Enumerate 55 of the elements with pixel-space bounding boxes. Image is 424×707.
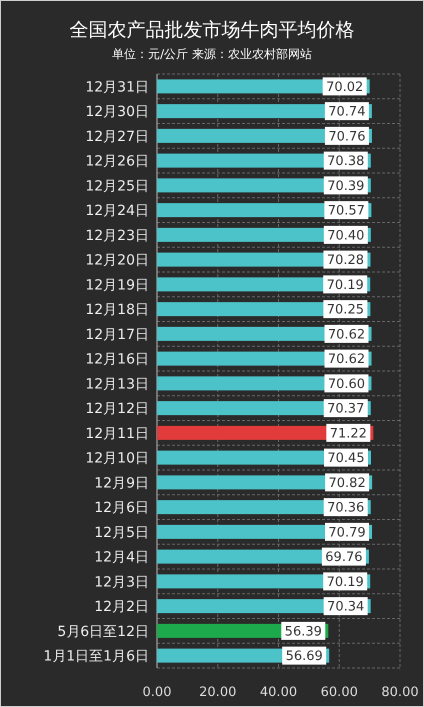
y-tick-label: 12月25日 [85,178,149,194]
chart-subtitle: 单位：元/公斤 来源：农业农村部网站 [112,47,312,61]
data-label: 56.39 [284,624,322,640]
x-tick-label: 80.00 [381,685,419,700]
x-tick-label: 0.00 [142,685,172,700]
y-tick-label: 12月3日 [94,574,149,590]
y-tick-label: 12月4日 [94,550,149,566]
y-tick-label: 12月24日 [85,203,149,220]
y-tick-label: 12月6日 [94,500,149,516]
y-tick-label: 12月13日 [85,376,149,392]
y-tick-label: 1月1日至1月6日 [43,648,149,665]
data-label: 70.34 [327,600,364,615]
data-label: 70.19 [326,278,364,293]
data-label: 70.28 [326,253,364,268]
data-label: 71.22 [330,426,367,442]
y-tick-label: 12月23日 [85,228,149,244]
data-label: 70.36 [327,500,364,516]
data-label: 70.39 [327,178,364,194]
y-tick-label: 12月30日 [85,104,149,120]
data-label: 70.82 [328,476,366,491]
y-tick-label: 12月20日 [85,252,149,269]
data-label: 70.74 [328,104,366,120]
y-tick-label: 12月10日 [85,450,149,467]
y-tick-label: 12月19日 [85,277,149,294]
x-tick-label: 20.00 [199,685,236,700]
data-label: 70.60 [328,376,366,392]
y-tick-label: 12月31日 [85,79,149,96]
data-label: 70.19 [326,574,364,590]
y-tick-label: 12月27日 [85,128,149,145]
y-tick-label: 12月16日 [85,352,149,368]
y-tick-label: 12月5日 [94,524,149,541]
y-tick-label: 12月26日 [85,154,149,170]
chart-title: 全国农产品批发市场牛肉平均价格 [70,19,354,41]
y-tick-label: 12月11日 [85,426,149,442]
data-label: 70.45 [327,451,365,466]
data-label: 69.76 [325,550,363,566]
data-label: 70.79 [328,525,366,540]
y-tick-label: 12月17日 [85,326,149,343]
y-tick-label: 5月6日至12日 [57,624,149,640]
data-label: 70.02 [326,80,364,95]
y-tick-label: 12月2日 [94,599,149,616]
data-label: 70.62 [328,352,366,368]
x-tick-label: 60.00 [320,685,358,700]
data-label: 56.69 [286,649,323,664]
y-tick-label: 12月12日 [85,401,149,418]
data-label: 70.37 [327,402,364,417]
data-label: 70.40 [327,228,364,244]
data-label: 70.62 [328,327,366,342]
y-tick-label: 12月18日 [85,302,149,318]
data-label: 70.38 [327,154,364,170]
data-label: 70.76 [328,129,366,144]
data-label: 70.25 [326,302,364,318]
x-tick-label: 40.00 [260,685,298,700]
y-tick-label: 12月9日 [94,475,149,492]
data-label: 70.57 [328,204,365,219]
